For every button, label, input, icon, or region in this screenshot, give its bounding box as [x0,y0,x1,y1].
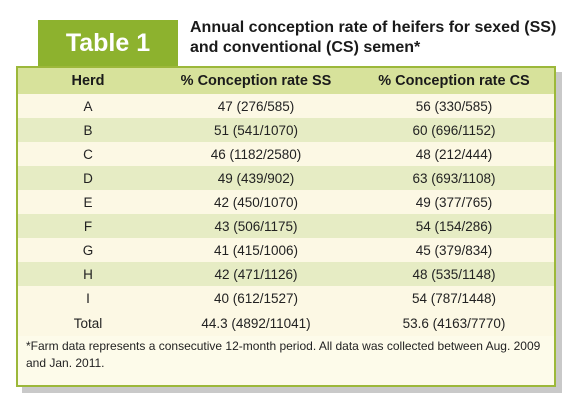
cs-cell: 63 (693/1108) [354,166,554,190]
herd-cell: F [18,214,158,238]
table-row: B 51 (541/1070) 60 (696/1152) [18,118,554,142]
herd-cell: G [18,238,158,262]
herd-cell: E [18,190,158,214]
herd-cell: B [18,118,158,142]
table-row: C 46 (1182/2580) 48 (212/444) [18,142,554,166]
ss-cell: 42 (471/1126) [158,262,354,286]
herd-cell: C [18,142,158,166]
herd-cell: H [18,262,158,286]
total-cs-cell: 53.6 (4163/7770) [354,310,554,336]
cs-cell: 60 (696/1152) [354,118,554,142]
ss-cell: 49 (439/902) [158,166,354,190]
table-row: G 41 (415/1006) 45 (379/834) [18,238,554,262]
ss-cell: 51 (541/1070) [158,118,354,142]
column-header-cs: % Conception rate CS [354,68,554,94]
total-row: Total 44.3 (4892/11041) 53.6 (4163/7770) [18,310,554,336]
table-row: H 42 (471/1126) 48 (535/1148) [18,262,554,286]
table-row: D 49 (439/902) 63 (693/1108) [18,166,554,190]
conception-rate-table: Herd % Conception rate SS % Conception r… [18,68,554,336]
cs-cell: 56 (330/585) [354,94,554,118]
cs-cell: 54 (154/286) [354,214,554,238]
cs-cell: 45 (379/834) [354,238,554,262]
herd-cell: I [18,286,158,310]
ss-cell: 43 (506/1175) [158,214,354,238]
herd-cell: D [18,166,158,190]
ss-cell: 41 (415/1006) [158,238,354,262]
table-row: E 42 (450/1070) 49 (377/765) [18,190,554,214]
total-ss-cell: 44.3 (4892/11041) [158,310,354,336]
header-row: Herd % Conception rate SS % Conception r… [18,68,554,94]
cs-cell: 48 (212/444) [354,142,554,166]
ss-cell: 42 (450/1070) [158,190,354,214]
column-header-ss: % Conception rate SS [158,68,354,94]
cs-cell: 54 (787/1448) [354,286,554,310]
table-number-badge: Table 1 [38,20,178,66]
cs-cell: 49 (377/765) [354,190,554,214]
herd-cell: A [18,94,158,118]
cs-cell: 48 (535/1148) [354,262,554,286]
ss-cell: 46 (1182/2580) [158,142,354,166]
ss-cell: 40 (612/1527) [158,286,354,310]
total-label-cell: Total [18,310,158,336]
table-footnote: *Farm data represents a consecutive 12-m… [26,339,541,370]
table-row: F 43 (506/1175) 54 (154/286) [18,214,554,238]
table-row: A 47 (276/585) 56 (330/585) [18,94,554,118]
table-card: Herd % Conception rate SS % Conception r… [16,66,556,387]
ss-cell: 47 (276/585) [158,94,354,118]
table-title: Annual conception rate of heifers for se… [190,19,557,56]
column-header-herd: Herd [18,68,158,94]
table-row: I 40 (612/1527) 54 (787/1448) [18,286,554,310]
